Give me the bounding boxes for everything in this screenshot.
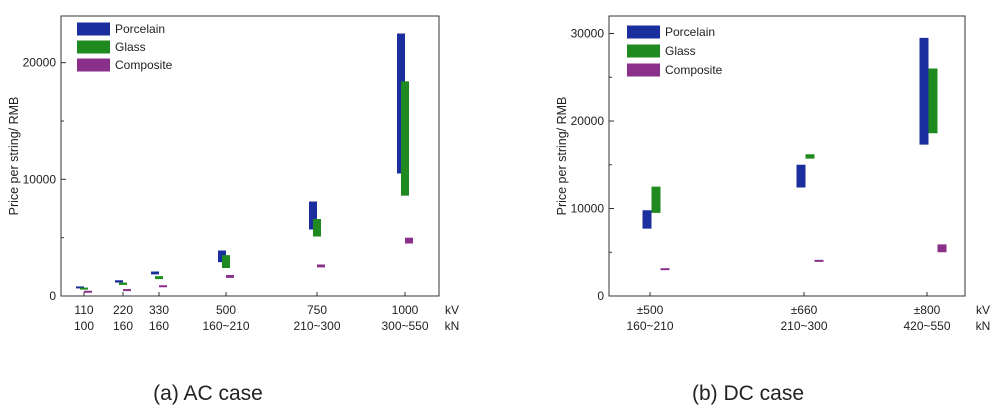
- bar-glass: [928, 68, 938, 134]
- x-tick-label-kn: 100: [74, 319, 94, 333]
- ac-chart: 0 10000 20000 Price per string/ RMB 110 100 22…: [7, 15, 460, 333]
- bar-glass: [155, 276, 163, 280]
- x-tick-label-kn: 160: [113, 319, 133, 333]
- bar-composite: [159, 285, 167, 288]
- bar-glass: [80, 287, 88, 290]
- legend-swatch-porcelain: [627, 25, 660, 39]
- x-unit-kv: kV: [976, 303, 990, 317]
- x-unit-kn: kN: [445, 319, 460, 333]
- x-unit-kv: kV: [445, 303, 459, 317]
- bar-porcelain: [309, 201, 317, 230]
- plot-frame: [60, 15, 440, 297]
- x-tick-label-kv: 220: [113, 303, 133, 317]
- x-tick-label-kn: 160: [149, 319, 169, 333]
- x-tick-label-kn: 210~300: [293, 319, 340, 333]
- bar-composite: [226, 275, 234, 278]
- x-tick-label-kn: 160~210: [626, 319, 673, 333]
- bar-porcelain: [796, 164, 806, 188]
- plot-frame: [608, 15, 966, 297]
- x-tick-label-kv: 330: [149, 303, 169, 317]
- x-tick-label-kn: 420~550: [903, 319, 950, 333]
- y-tick-label: 0: [597, 289, 604, 303]
- y-tick-label: 30000: [571, 27, 605, 41]
- x-tick-label-kv: ±800: [914, 303, 941, 317]
- bar-glass: [313, 219, 321, 237]
- bar-composite: [405, 237, 413, 244]
- y-axis-title: Price per string/ RMB: [555, 97, 569, 216]
- y-tick-label: 20000: [23, 56, 57, 70]
- bar-composite: [84, 290, 92, 293]
- bar-composite: [660, 268, 670, 271]
- x-tick-label-kv: 110: [74, 303, 93, 317]
- legend-label-glass: Glass: [665, 44, 696, 58]
- bar-composite: [814, 259, 824, 262]
- legend-label-composite: Composite: [665, 63, 723, 77]
- legend-swatch-composite: [77, 58, 110, 72]
- x-tick-label-kv: 500: [216, 303, 236, 317]
- y-axis-title: Price per string/ RMB: [7, 97, 21, 216]
- x-tick-label-kn: 160~210: [202, 319, 249, 333]
- x-tick-label-kv: ±500: [637, 303, 664, 317]
- bar-glass: [805, 154, 815, 159]
- bar-porcelain: [151, 271, 159, 275]
- legend-swatch-glass: [77, 40, 110, 54]
- legend-label-composite: Composite: [115, 58, 173, 72]
- y-tick-label: 10000: [23, 172, 57, 186]
- x-tick-label-kv: 750: [307, 303, 327, 317]
- bar-glass: [222, 255, 230, 268]
- bar-composite: [123, 289, 131, 292]
- legend-swatch-porcelain: [77, 22, 110, 36]
- x-tick-label-kn: 210~300: [780, 319, 827, 333]
- legend-swatch-composite: [627, 63, 660, 77]
- x-unit-kn: kN: [976, 319, 991, 333]
- bar-porcelain: [642, 210, 652, 229]
- bar-glass: [651, 186, 661, 213]
- caption-dc: (b) DC case: [692, 382, 804, 405]
- bar-composite: [317, 264, 325, 268]
- bar-composite: [937, 244, 947, 253]
- legend-label-porcelain: Porcelain: [665, 25, 715, 39]
- bar-porcelain: [76, 286, 84, 289]
- x-tick-label-kv: ±660: [791, 303, 818, 317]
- y-tick-label: 10000: [571, 202, 605, 216]
- bar-porcelain: [919, 37, 929, 145]
- x-tick-label-kv: 1000: [392, 303, 419, 317]
- bar-porcelain: [115, 280, 123, 283]
- legend-label-glass: Glass: [115, 40, 146, 54]
- y-tick-label: 0: [49, 289, 56, 303]
- legend-swatch-glass: [627, 44, 660, 58]
- bar-glass: [119, 282, 127, 285]
- x-tick-label-kn: 300~550: [381, 319, 428, 333]
- legend-label-porcelain: Porcelain: [115, 22, 165, 36]
- caption-ac: (a) AC case: [153, 382, 263, 405]
- y-tick-label: 20000: [571, 114, 605, 128]
- dc-chart: 0 10000 20000 30000 Price per string/ RMB ±50…: [555, 15, 991, 333]
- bar-glass: [401, 81, 409, 196]
